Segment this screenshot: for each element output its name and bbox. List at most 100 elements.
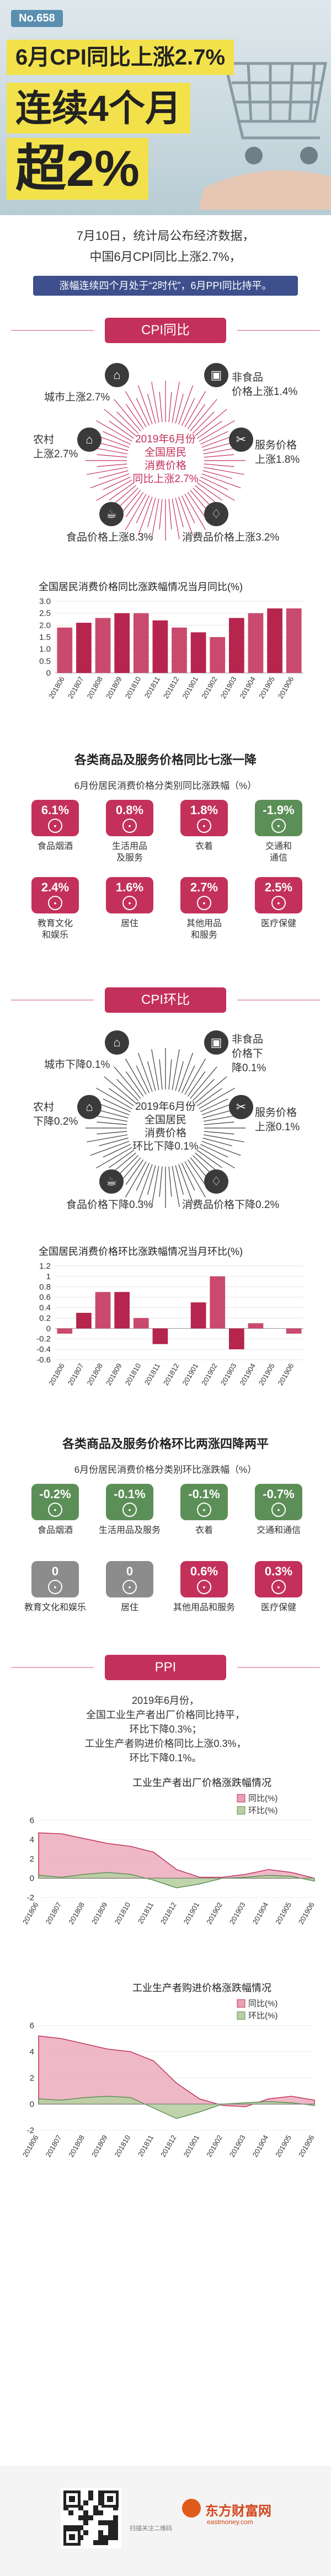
burst-ray xyxy=(199,420,235,442)
qr-module xyxy=(98,2540,103,2545)
food-icon: ☕ xyxy=(99,502,124,526)
category-label: 衣着 xyxy=(195,842,213,851)
qr-module xyxy=(78,2505,83,2510)
ppi-summary: 2019年6月份， 全国工业生产者出厂价格同比持平， 环比下降0.3%； 工业生… xyxy=(0,1693,331,1765)
center-line: 2019年6月份 xyxy=(135,434,196,445)
nonfood-label: 非食品 价格上涨1.4% xyxy=(232,371,297,399)
nonfood-icon: ▣ xyxy=(204,363,228,387)
ppi-output-chart-title: 工业生产者出厂价格涨跌幅情况 xyxy=(132,1777,271,1788)
qr-module xyxy=(113,2525,118,2530)
brand-name: 东方财富网 xyxy=(205,2504,271,2519)
qr-module xyxy=(113,2535,118,2540)
center-line: 全国居民 xyxy=(144,447,186,458)
burst-ray xyxy=(137,1164,153,1204)
burst-ray xyxy=(125,491,144,517)
qr-caption: 扫描关注二维码 xyxy=(130,2525,172,2532)
cpi-yoy-categories-subtitle: 6月份居民消费价格分类别同比涨跌幅（%） xyxy=(74,781,257,791)
burst-ray xyxy=(136,495,150,523)
category-value: 2.5% xyxy=(264,880,293,894)
burst-ray xyxy=(184,1161,206,1198)
burst-ray xyxy=(97,1131,127,1135)
qr-module xyxy=(113,2520,118,2525)
x-tick-label: 201807 xyxy=(66,1362,86,1387)
y-tick-label: 0 xyxy=(46,669,51,678)
y-tick-label: 0.2 xyxy=(39,1313,51,1323)
category-icon: • xyxy=(122,1503,137,1517)
service-label-line: 服务价格 xyxy=(255,440,297,451)
footer: 扫描关注二维码 东方财富网 eastmoney.com xyxy=(0,2466,331,2576)
burst-ray xyxy=(181,1065,195,1093)
burst-ray xyxy=(190,1066,217,1099)
consumer-goods-icon: ♢ xyxy=(204,1169,228,1194)
service-icon: ✂ xyxy=(229,1095,253,1119)
qr-code-icon xyxy=(61,2488,121,2548)
category-value: 2.4% xyxy=(41,880,70,894)
burst-ray xyxy=(103,477,131,490)
series-area xyxy=(38,1832,315,1879)
y-tick-label: 0.4 xyxy=(39,1303,51,1313)
category-tile: 0 • xyxy=(106,1561,153,1597)
burst-ray xyxy=(125,404,144,430)
burst-ray xyxy=(168,499,172,530)
burst-ray xyxy=(200,477,228,490)
bar xyxy=(57,1328,73,1334)
ppi-summary-line: 2019年6月份， xyxy=(131,1695,200,1706)
x-tick-label: 201808 xyxy=(67,1901,86,1926)
village-icon: ⌂ xyxy=(77,427,102,452)
burst-ray xyxy=(97,463,127,467)
burst-ray xyxy=(181,398,195,426)
section-banner-cpi-yoy: CPI同比 xyxy=(11,318,320,343)
nonfood-icon: ▣ xyxy=(204,1030,228,1055)
bar xyxy=(152,620,168,673)
x-tick-label: 201905 xyxy=(257,675,276,700)
burst-ray xyxy=(87,1134,128,1142)
burst-ray xyxy=(187,404,206,430)
qr-module xyxy=(113,2515,118,2520)
issue-number: No.658 xyxy=(11,10,63,27)
bar xyxy=(210,1276,226,1329)
burst-ray xyxy=(90,473,130,489)
burst-ray xyxy=(151,498,159,539)
category-icon: • xyxy=(271,819,286,833)
category-label: 交通和通信 xyxy=(256,1526,301,1535)
burst-ray xyxy=(200,1144,228,1158)
bar xyxy=(190,1302,206,1329)
ppi-summary-line: 环比下降0.3%； xyxy=(129,1724,202,1735)
x-tick-label: 201806 xyxy=(47,675,66,700)
category-value: -1.9% xyxy=(263,803,295,817)
qr-module xyxy=(83,2500,88,2505)
burst-ray xyxy=(96,1087,132,1109)
x-tick-label: 201904 xyxy=(238,1362,257,1387)
brand-logo-icon xyxy=(182,2499,201,2518)
legend-label: 环比(%) xyxy=(248,2011,277,2021)
headline-line-1: 6月CPI同比上涨2.7% xyxy=(7,40,234,75)
y-tick-label: 0 xyxy=(46,1324,51,1333)
y-tick-label: -2 xyxy=(27,2126,34,2135)
category-value: -0.7% xyxy=(263,1487,295,1501)
y-tick-label: 2 xyxy=(30,2073,34,2083)
category-tile: -0.7% • xyxy=(255,1484,302,1520)
category-value: 0.6% xyxy=(190,1564,218,1578)
category-icon: • xyxy=(197,896,211,910)
category-icon: • xyxy=(271,1580,286,1594)
qr-finder-core xyxy=(69,2496,75,2502)
category-value: 0 xyxy=(126,1564,134,1578)
burst-ray xyxy=(184,1059,206,1095)
burst-ray xyxy=(168,1166,172,1197)
burst-ray xyxy=(203,467,244,475)
legend-label: 环比(%) xyxy=(248,1806,277,1815)
burst-ray xyxy=(168,392,172,423)
qr-module xyxy=(108,2520,113,2525)
center-line: 2019年6月份 xyxy=(135,1101,196,1113)
y-tick-label: 4 xyxy=(30,1835,34,1845)
burst-ray xyxy=(195,1076,227,1104)
x-tick-label: 201906 xyxy=(276,1362,296,1387)
burst-ray xyxy=(201,1141,241,1156)
burst-graphic xyxy=(86,381,245,541)
nonfood-label-line: 非食品 xyxy=(232,1034,264,1045)
x-tick-label: 201809 xyxy=(104,675,124,700)
x-tick-label: 201906 xyxy=(297,1901,316,1926)
burst-ray xyxy=(204,454,234,458)
category-icon: • xyxy=(197,1580,211,1594)
center-line: 同比上涨2.7% xyxy=(132,473,199,485)
